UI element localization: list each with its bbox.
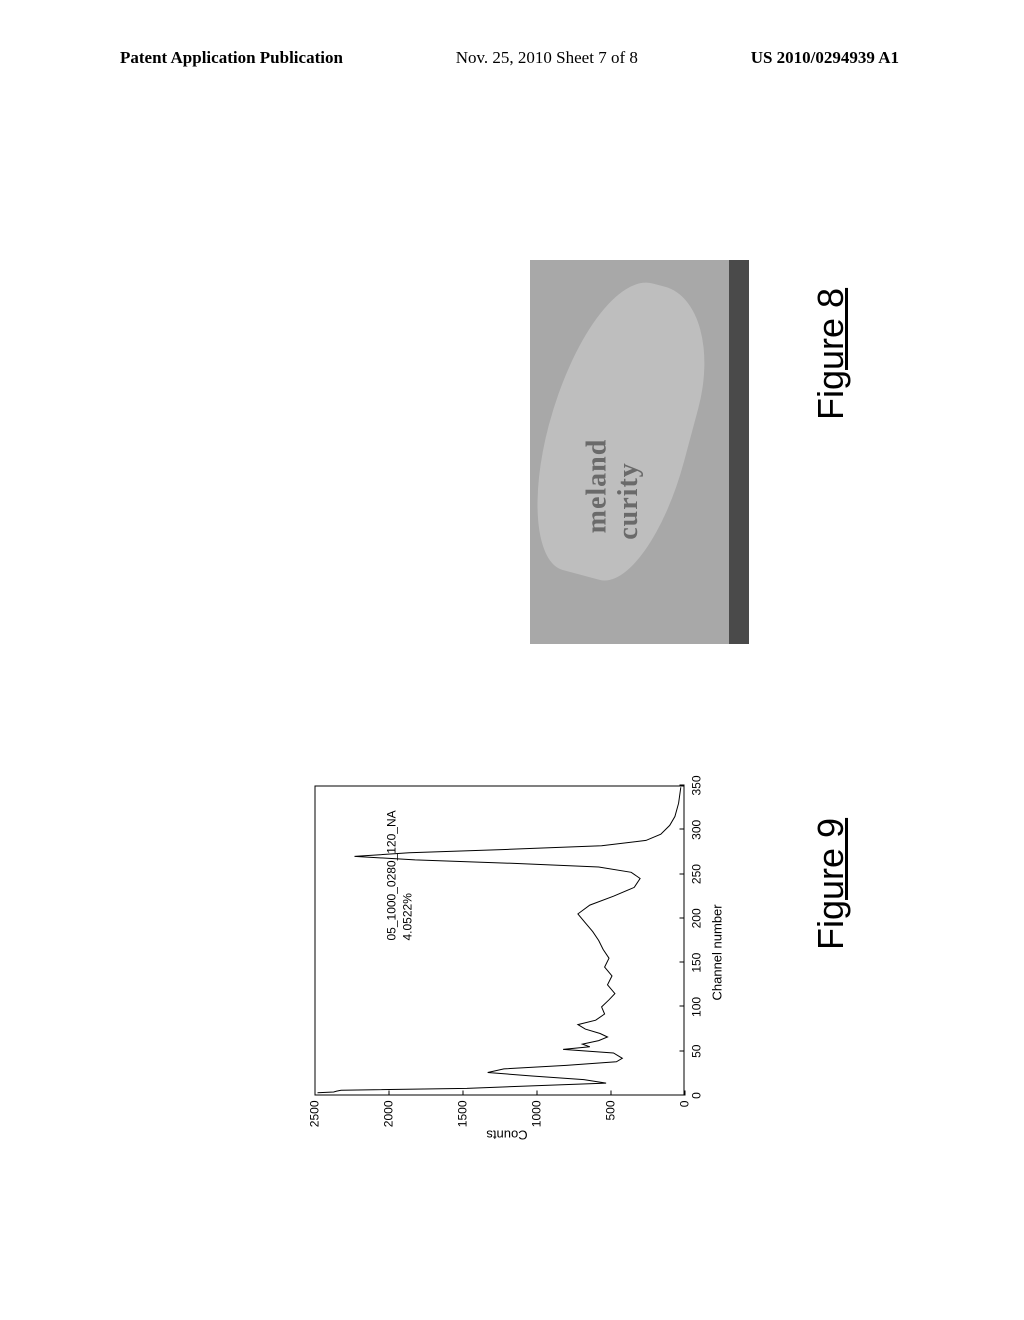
page-content: meland curity Figure 8 05001000150020002… [70, 140, 954, 1250]
annotation-line1: 05_1000_0280_120_NA [385, 810, 401, 940]
ytick-label: 2000 [382, 1101, 396, 1151]
xtick-label: 0 [690, 1081, 704, 1111]
ytick-mark [537, 1091, 538, 1096]
ytick-label: 500 [604, 1101, 618, 1151]
xtick-mark [680, 1095, 685, 1096]
ytick-label: 1500 [456, 1101, 470, 1151]
header-left: Patent Application Publication [120, 48, 343, 68]
ytick-label: 2500 [308, 1101, 322, 1151]
ytick-mark [611, 1091, 612, 1096]
x-axis-label: Channel number [710, 904, 725, 1000]
photo-text-line2: curity [613, 462, 645, 540]
page-header: Patent Application Publication Nov. 25, … [0, 48, 1024, 68]
xtick-mark [680, 873, 685, 874]
figure8-label-suffix: ure 8 [810, 288, 851, 370]
xtick-label: 300 [690, 815, 704, 845]
xtick-label: 100 [690, 992, 704, 1022]
chart-line-svg [315, 786, 685, 1096]
xtick-label: 200 [690, 903, 704, 933]
xtick-label: 50 [690, 1036, 704, 1066]
photo-object [530, 267, 726, 593]
xtick-mark [680, 785, 685, 786]
chart-annotation: 05_1000_0280_120_NA 4.0522% [385, 810, 416, 940]
figure8-label-prefix: Fig [810, 370, 851, 420]
xtick-mark [680, 917, 685, 918]
xtick-label: 350 [690, 771, 704, 801]
photo-edge [729, 260, 749, 644]
ytick-mark [315, 1091, 316, 1096]
figure8-label: Figure 8 [810, 288, 852, 420]
xtick-label: 150 [690, 948, 704, 978]
xtick-mark [680, 829, 685, 830]
xtick-label: 250 [690, 859, 704, 889]
y-axis-label: Counts [486, 1127, 527, 1142]
figure9-label: Figure 9 [810, 818, 852, 950]
figure9-label-suffix: ure 9 [810, 818, 851, 900]
xtick-mark [680, 962, 685, 963]
xtick-mark [680, 1006, 685, 1007]
ytick-mark [685, 1091, 686, 1096]
chart-rotated-frame: 05001000150020002500 0501001502002503003… [300, 761, 755, 1151]
figure8-photo: meland curity [530, 260, 749, 644]
figure9-chart: 05001000150020002500 0501001502002503003… [300, 760, 755, 1150]
figure9-label-prefix: Fig [810, 900, 851, 950]
photo-text-line1: meland [581, 439, 613, 534]
ytick-label: 1000 [530, 1101, 544, 1151]
ytick-mark [389, 1091, 390, 1096]
xtick-mark [680, 1050, 685, 1051]
annotation-line2: 4.0522% [400, 810, 416, 940]
header-right: US 2010/0294939 A1 [751, 48, 899, 68]
ytick-mark [463, 1091, 464, 1096]
header-center: Nov. 25, 2010 Sheet 7 of 8 [456, 48, 638, 68]
